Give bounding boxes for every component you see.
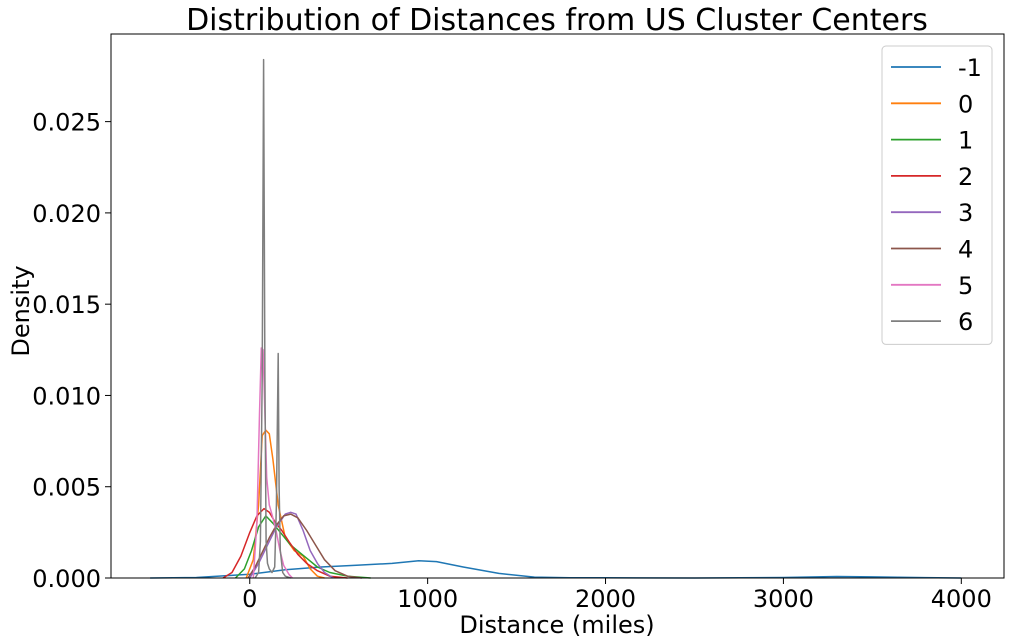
legend-box [881, 45, 993, 345]
legend-label-7: 6 [958, 308, 973, 336]
series-line-2 [234, 515, 371, 579]
series-line-1 [245, 429, 325, 579]
x-tick-label: 0 [242, 585, 257, 613]
y-tick-label: 0.020 [32, 200, 101, 228]
legend-label-3: 2 [958, 163, 973, 191]
y-tick-label: 0.015 [32, 291, 101, 319]
legend-label-1: 0 [958, 90, 973, 118]
legend-label-5: 4 [958, 236, 973, 264]
x-axis-label: Distance (miles) [459, 611, 654, 639]
series-line-5 [247, 513, 362, 579]
y-tick-label: 0.005 [32, 474, 101, 502]
x-tick-label: 4000 [931, 585, 992, 613]
series-line-6 [252, 347, 293, 579]
series-lines [150, 58, 962, 579]
y-tick-label: 0.025 [32, 109, 101, 137]
y-axis-label: Density [7, 265, 35, 356]
x-tick-label: 2000 [575, 585, 636, 613]
legend-label-6: 5 [958, 272, 973, 300]
series-line-0 [150, 559, 962, 579]
y-tick-label: 0.000 [32, 565, 101, 593]
x-axis: 0 1000 2000 3000 4000 [242, 578, 992, 613]
legend-label-0: -1 [958, 54, 982, 82]
legend: -1 0 1 2 3 4 5 6 [881, 45, 993, 345]
legend-label-2: 1 [958, 127, 973, 155]
legend-label-4: 3 [958, 199, 973, 227]
y-tick-label: 0.010 [32, 382, 101, 410]
series-line-7 [254, 58, 291, 579]
series-line-3 [222, 507, 348, 579]
x-tick-label: 1000 [397, 585, 458, 613]
chart-title: Distribution of Distances from US Cluste… [186, 3, 928, 38]
y-axis: 0.000 0.005 0.010 0.015 0.020 0.025 [32, 109, 111, 593]
plot-area-frame [110, 33, 1005, 579]
x-tick-label: 3000 [753, 585, 814, 613]
